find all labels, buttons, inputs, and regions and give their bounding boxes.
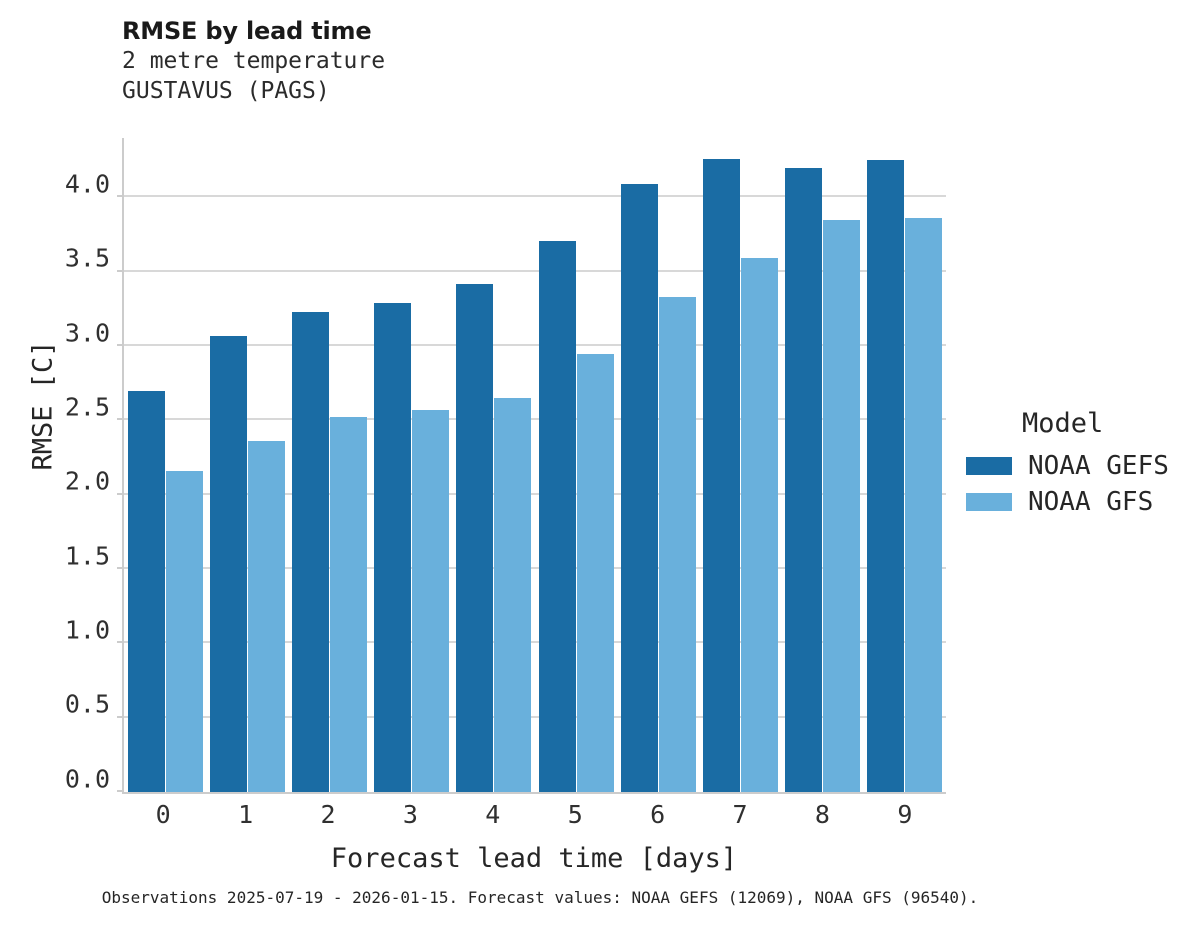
bars-layer (124, 138, 946, 792)
y-axis-tick-label: 4.0 (64, 169, 110, 199)
x-axis-tick-label: 9 (897, 800, 913, 829)
bar-noaa-gefs-day-8[interactable] (785, 167, 823, 792)
y-axis-title: RMSE [C] (27, 340, 59, 471)
y-axis-tick-label: 3.0 (64, 318, 110, 348)
bar-noaa-gefs-day-2[interactable] (292, 311, 329, 792)
gridline (124, 344, 946, 347)
chart-footnote: Observations 2025-07-19 - 2026-01-15. Fo… (101, 888, 979, 907)
legend-item-label: NOAA GEFS (1028, 451, 1169, 481)
chart-subtitle: 2 metre temperature (122, 48, 386, 74)
x-axis-tick-label: 3 (402, 800, 418, 829)
gridline (124, 715, 946, 718)
y-axis-tick (117, 715, 124, 718)
bar-noaa-gfs-day-8[interactable] (823, 219, 861, 792)
x-axis-tick-labels: 0 1 2 3 4 5 6 7 8 9 (122, 800, 946, 829)
legend: Model NOAA GEFS NOAA GFS (966, 408, 1186, 521)
x-axis-tick-label: 1 (238, 800, 254, 829)
y-axis-tick-label: 0.5 (64, 689, 110, 719)
bar-noaa-gefs-day-4[interactable] (456, 283, 494, 792)
bar-group (864, 138, 946, 792)
bar-group (699, 138, 781, 792)
gridline (124, 418, 946, 421)
bar-noaa-gfs-day-3[interactable] (412, 410, 450, 792)
legend-item-noaa-gefs[interactable]: NOAA GEFS (966, 449, 1186, 483)
y-axis-tick (117, 344, 124, 347)
legend-title: Model (1022, 408, 1104, 439)
bar-noaa-gefs-day-3[interactable] (374, 303, 412, 792)
bar-group (453, 138, 535, 792)
y-axis-tick (117, 790, 124, 792)
gridline (124, 195, 946, 198)
plot-area: 0.0 0.5 1.0 1.5 2.0 2.5 3.0 3.5 4.0 (65, 138, 946, 794)
x-axis-tick-label: 8 (814, 800, 830, 829)
y-axis-tick-label: 2.0 (64, 466, 110, 496)
x-axis-tick-label: 0 (155, 800, 171, 829)
chart-station-label: GUSTAVUS (PAGS) (122, 78, 330, 104)
figure-header: RMSE by lead time 2 metre temperature GU… (122, 16, 922, 106)
bar-noaa-gefs-day-5[interactable] (538, 240, 576, 792)
gridline (124, 492, 946, 495)
legend-item-label: NOAA GFS (1028, 487, 1154, 517)
bar-noaa-gfs-day-9[interactable] (905, 218, 943, 792)
bar-noaa-gfs-day-1[interactable] (247, 441, 285, 792)
y-axis-tick-label: 3.5 (64, 243, 110, 273)
y-axis-tick-label: 1.0 (64, 615, 110, 645)
y-axis-tick-label: 0.0 (64, 764, 110, 793)
y-axis-tick (117, 195, 124, 198)
bar-noaa-gefs-day-1[interactable] (209, 335, 247, 792)
x-axis-tick-label: 2 (320, 800, 336, 829)
gridline (124, 567, 946, 570)
gridline (124, 269, 946, 272)
bar-group (535, 138, 617, 792)
bar-group (371, 138, 453, 792)
bar-noaa-gefs-day-7[interactable] (703, 158, 741, 792)
bar-noaa-gfs-day-5[interactable] (576, 353, 614, 792)
bar-noaa-gfs-day-4[interactable] (494, 398, 532, 792)
plot-inner: 0.0 0.5 1.0 1.5 2.0 2.5 3.0 3.5 4.0 (65, 138, 946, 793)
y-axis-tick-label: 2.5 (64, 392, 110, 422)
bar-group (288, 138, 370, 792)
bar-noaa-gefs-day-6[interactable] (620, 184, 658, 792)
bar-noaa-gefs-day-9[interactable] (867, 160, 905, 792)
bar-noaa-gfs-day-7[interactable] (741, 258, 779, 792)
gridline (124, 641, 946, 644)
legend-swatch-icon (966, 457, 1012, 475)
bar-noaa-gefs-day-0[interactable] (127, 390, 165, 792)
legend-swatch-icon (966, 493, 1012, 511)
x-axis-title: Forecast lead time [days] (330, 843, 738, 874)
bar-noaa-gfs-day-6[interactable] (658, 297, 696, 792)
x-axis-tick-label: 5 (567, 800, 583, 829)
y-axis-tick (117, 567, 124, 570)
y-axis-tick (117, 418, 124, 421)
x-axis-tick-label: 6 (650, 800, 666, 829)
x-axis-tick-label: 4 (485, 800, 501, 829)
bar-group (206, 138, 288, 792)
bar-noaa-gfs-day-2[interactable] (330, 417, 367, 792)
y-axis-tick (117, 492, 124, 495)
x-axis-tick-label: 7 (732, 800, 748, 829)
y-axis-tick (117, 269, 124, 272)
bar-group (782, 138, 864, 792)
bar-group (617, 138, 699, 792)
y-axis-tick (117, 641, 124, 644)
legend-item-noaa-gfs[interactable]: NOAA GFS (966, 485, 1186, 519)
bar-noaa-gfs-day-0[interactable] (165, 470, 203, 792)
y-axis-tick-label: 1.5 (64, 541, 110, 571)
page-title: RMSE by lead time (122, 17, 372, 45)
legend-entries: NOAA GEFS NOAA GFS (966, 449, 1186, 519)
bar-group (124, 138, 206, 792)
